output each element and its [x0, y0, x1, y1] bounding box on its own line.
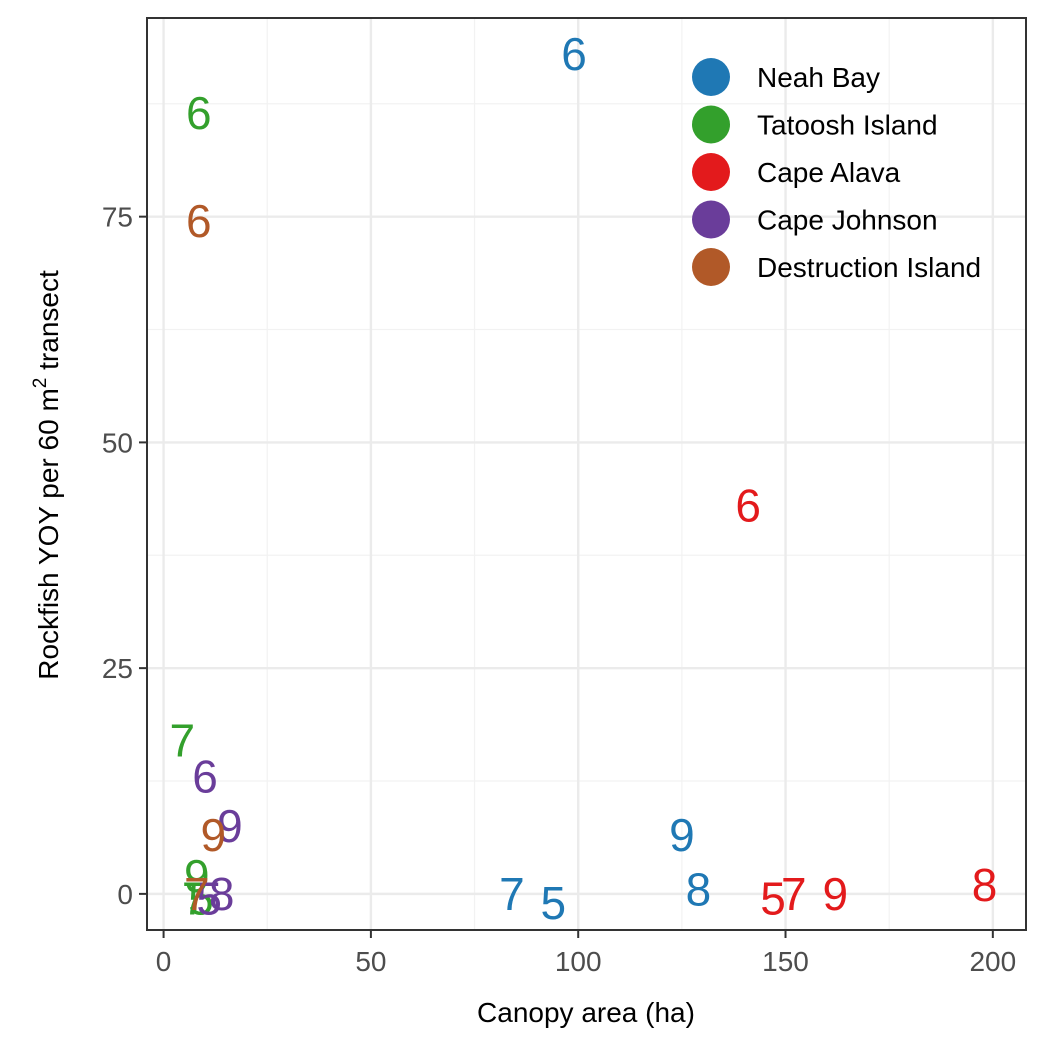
data-point-label: 5: [188, 872, 214, 924]
x-tick-label: 150: [762, 946, 809, 977]
legend-label: Cape Alava: [757, 157, 901, 188]
legend-key: [692, 153, 730, 191]
data-point-label: 9: [184, 850, 210, 902]
data-point-label: 6: [186, 195, 212, 247]
data-point-label: 5: [196, 872, 222, 924]
data-point-label: 7: [184, 868, 210, 920]
legend-key: [692, 248, 730, 286]
y-tick-label: 25: [102, 653, 133, 684]
x-axis-title: Canopy area (ha): [477, 997, 695, 1028]
data-point-label: 8: [686, 863, 712, 915]
legend-key: [692, 105, 730, 144]
data-point-label: 6: [186, 87, 212, 139]
legend-label: Neah Bay: [757, 62, 880, 93]
data-point-label: 7: [499, 868, 525, 920]
plot-background: [147, 18, 1026, 930]
legend-label: Tatoosh Island: [757, 110, 938, 141]
legend-label: Destruction Island: [757, 252, 981, 283]
data-point-label: 7: [781, 868, 807, 920]
x-tick-label: 50: [355, 946, 386, 977]
plot-border: [146, 17, 1027, 931]
y-tick-label: 50: [102, 427, 133, 458]
x-tick-label: 200: [969, 946, 1016, 977]
data-point-label: 8: [209, 868, 235, 920]
data-point-label: 9: [822, 868, 848, 920]
data-point-label: 6: [192, 750, 218, 802]
data-point-label: 5: [541, 877, 567, 929]
y-tick-label: 0: [117, 879, 133, 910]
y-axis-title: Rockfish YOY per 60 m2 transect: [30, 270, 64, 680]
y-axis-title-suffix: transect: [33, 270, 64, 378]
data-point-label: 9: [201, 809, 227, 861]
data-point-label: 6: [735, 480, 761, 532]
legend-key: [692, 200, 730, 239]
legend-key: [692, 58, 730, 96]
grid-lines: [147, 18, 1026, 930]
y-tick-label: 75: [102, 202, 133, 233]
data-point-label: 6: [561, 28, 587, 80]
data-point-label: 9: [669, 809, 695, 861]
legend-label: Cape Johnson: [757, 205, 938, 236]
data-point-label: 8: [972, 859, 998, 911]
y-axis-title-superscript: 2: [30, 378, 51, 389]
data-point-label: 7: [169, 714, 195, 766]
data-point-label: 5: [760, 872, 786, 924]
x-tick-label: 100: [555, 946, 602, 977]
data-point-label: 9: [217, 800, 243, 852]
y-axis-title-main: Rockfish YOY per 60 m: [33, 388, 64, 680]
x-tick-label: 0: [156, 946, 172, 977]
legend: Neah Bay Tatoosh Island Cape Alava Cape Joh…: [692, 58, 981, 286]
data-point-label: 7: [182, 872, 208, 924]
